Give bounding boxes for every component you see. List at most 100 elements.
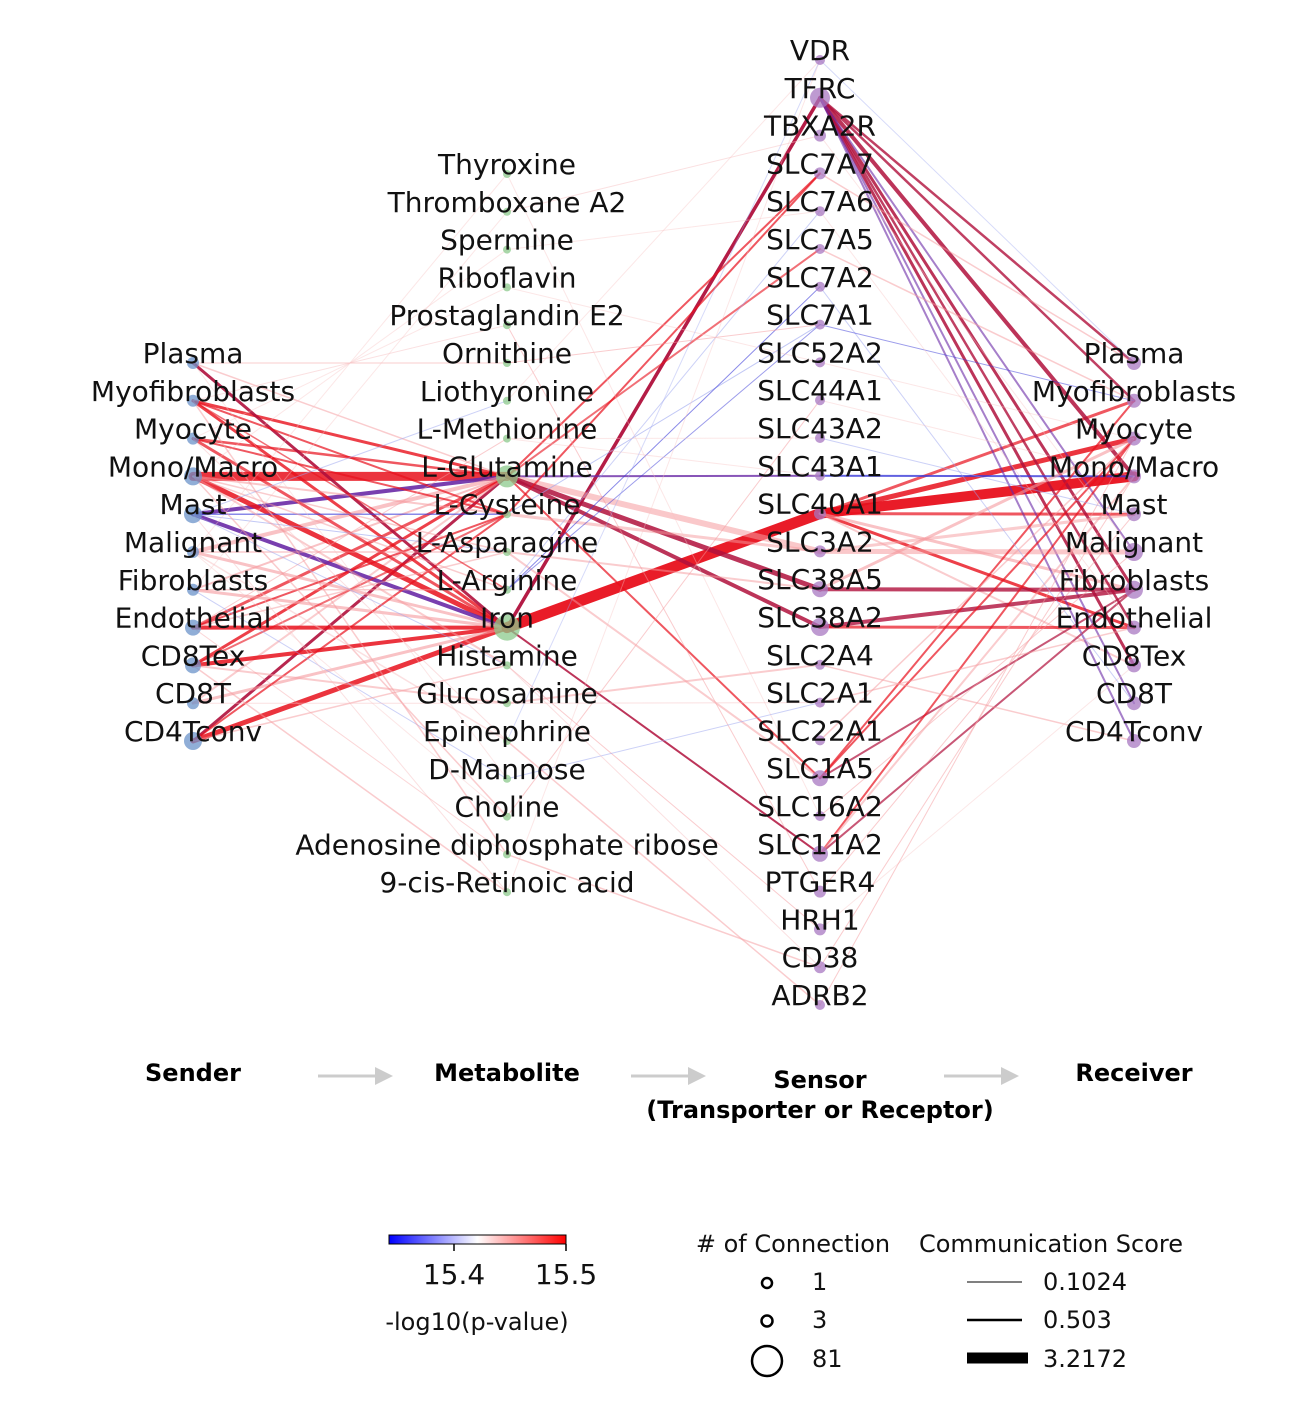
edge-sender-metabolite xyxy=(192,475,508,818)
edge-metabolite-sensor xyxy=(506,853,821,968)
receiver-node xyxy=(1127,620,1141,635)
metabolite-node xyxy=(494,614,520,641)
metabolite-node xyxy=(503,396,511,405)
sensor-node xyxy=(814,167,826,180)
edge-metabolite-sensor xyxy=(506,59,821,893)
edge-sender-metabolite xyxy=(192,627,508,855)
sensor-label: SLC22A1 xyxy=(757,714,883,747)
receiver-node xyxy=(1127,431,1141,446)
edge-sensor-receiver xyxy=(819,135,1135,553)
sensor-node xyxy=(815,357,825,368)
score-value-medium: 0.503 xyxy=(1043,1306,1112,1334)
column-headers: Sender Metabolite Sensor (Transporter or… xyxy=(145,1059,1193,1124)
metabolite-label: Thromboxane A2 xyxy=(387,186,627,219)
sender-label: Endothelial xyxy=(115,602,272,635)
sender-node xyxy=(184,505,202,524)
metabolite-label: L-Arginine xyxy=(437,564,578,597)
sender-node xyxy=(187,697,199,710)
sender-label: CD4Tconv xyxy=(124,715,262,748)
sender-label: Myofibroblasts xyxy=(91,375,295,408)
sensor-label: SLC7A2 xyxy=(766,261,874,294)
metabolite-node xyxy=(496,465,518,488)
edge-metabolite-sensor xyxy=(506,210,821,591)
connection-size-marker-1 xyxy=(760,1276,774,1290)
sensor-node xyxy=(814,885,826,898)
edge-sensor-receiver xyxy=(819,248,1135,402)
sensor-label: VDR xyxy=(790,34,850,67)
sensor-label: SLC44A1 xyxy=(757,374,883,407)
sensor-node xyxy=(812,581,828,598)
metabolite-label: Thyroxine xyxy=(437,148,576,181)
receiver-node xyxy=(1125,580,1143,599)
edge-sensor-receiver xyxy=(818,95,1136,479)
edge-metabolite-sensor xyxy=(506,474,821,478)
receiver-node xyxy=(1127,658,1141,673)
sensor-node xyxy=(815,433,825,443)
sender-node xyxy=(184,467,202,486)
sender-node xyxy=(187,357,199,369)
sensor-label: SLC2A4 xyxy=(766,639,874,672)
receiver-label: CD8Tex xyxy=(1082,639,1187,672)
edge-metabolite-sensor xyxy=(506,172,821,478)
metabolite-label: Histamine xyxy=(436,639,578,672)
edge-sensor-receiver xyxy=(819,286,1135,704)
edge-metabolite-sensor xyxy=(506,664,821,968)
receiver-label: Mono/Macro xyxy=(1049,450,1219,483)
receiver-node xyxy=(1127,696,1141,711)
sensor-label: SLC7A5 xyxy=(766,223,874,256)
sensor-label: TBXA2R xyxy=(763,110,876,143)
edge-sender-metabolite xyxy=(192,400,508,515)
edge-sender-metabolite xyxy=(192,513,508,666)
edge-metabolite-sensor xyxy=(506,663,821,705)
edge-sensor-receiver xyxy=(819,437,1135,855)
receiver-label: Mast xyxy=(1101,488,1168,521)
metabolite-label: Choline xyxy=(455,791,560,824)
sensor-label: HRH1 xyxy=(780,903,859,936)
sensor-label: SLC43A1 xyxy=(757,450,883,483)
sender-node xyxy=(187,432,199,445)
receiver-node xyxy=(1127,469,1141,484)
edges-layer xyxy=(188,59,1139,1006)
sensor-label: SLC40A1 xyxy=(757,488,883,521)
edge-sensor-receiver xyxy=(818,96,1136,365)
receiver-label: CD4Tconv xyxy=(1065,715,1203,748)
edge-sensor-receiver xyxy=(819,399,1135,477)
edge-sensor-receiver xyxy=(819,437,1135,515)
connection-legend: # of Connection 1 3 81 xyxy=(696,1230,890,1378)
sender-node xyxy=(185,657,201,674)
sensor-node xyxy=(814,129,826,142)
edge-sender-metabolite xyxy=(192,400,508,591)
metabolite-node xyxy=(503,661,511,670)
sensor-node xyxy=(815,659,825,670)
metabolite-node xyxy=(503,850,511,859)
sensor-node xyxy=(815,319,825,330)
sensor-label: PTGER4 xyxy=(765,866,876,899)
colorbar xyxy=(388,1234,567,1245)
sender-label: Malignant xyxy=(124,526,262,559)
metabolite-label: Riboflavin xyxy=(437,261,576,294)
metabolite-node xyxy=(503,548,511,556)
edge-sensor-receiver xyxy=(819,172,1135,364)
receiver-node xyxy=(1125,543,1143,561)
colorbar-legend: 15.4 15.5 -log10(p-value) xyxy=(385,1234,597,1336)
edge-sensor-receiver xyxy=(819,361,1135,440)
sensor-node xyxy=(815,244,825,254)
metabolite-node xyxy=(503,888,511,897)
edge-sensor-receiver xyxy=(818,512,1136,630)
score-legend-title: Communication Score xyxy=(919,1230,1183,1258)
edge-sender-metabolite xyxy=(192,438,508,629)
edge-metabolite-sensor xyxy=(506,551,821,780)
metabolite-node xyxy=(503,812,511,821)
metabolite-node xyxy=(503,434,511,443)
edge-sender-metabolite xyxy=(192,437,508,516)
metabolite-label: Ornithine xyxy=(442,337,572,370)
sensor-node xyxy=(812,845,828,862)
sender-label: CD8T xyxy=(155,677,232,710)
metabolite-label: Spermine xyxy=(440,224,574,257)
sender-node xyxy=(187,583,199,596)
receiver-node xyxy=(1127,356,1141,370)
sensor-node xyxy=(815,281,825,292)
metabolite-node xyxy=(503,774,511,783)
sensor-label: SLC43A2 xyxy=(757,412,883,445)
